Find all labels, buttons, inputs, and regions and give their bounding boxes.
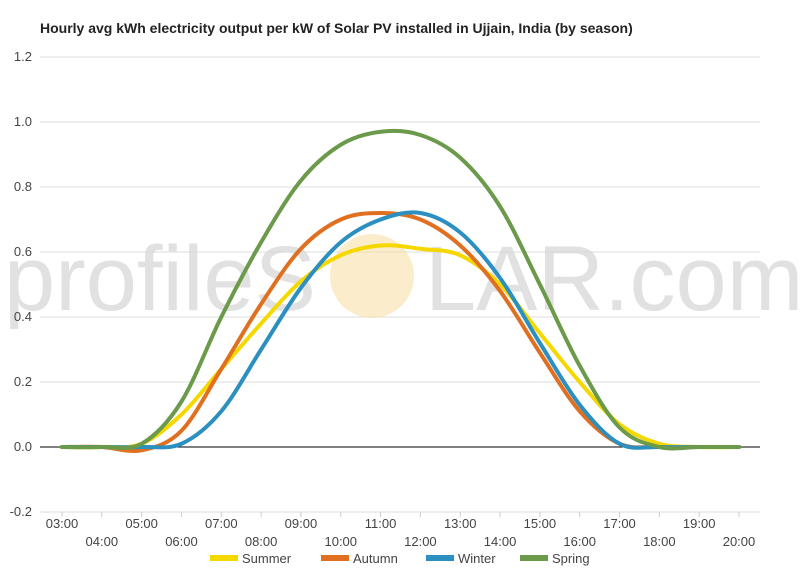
x-tick-label: 06:00: [165, 534, 198, 549]
series-line-winter: [60, 210, 741, 450]
legend-swatch-winter: [426, 555, 454, 561]
legend: Summer Autumn Winter Spring: [210, 551, 590, 566]
y-tick-label: 0.6: [14, 244, 32, 259]
x-tick-label: 16:00: [563, 534, 596, 549]
series-lines: [60, 128, 741, 453]
gridlines: [40, 56, 760, 513]
x-tick-label: 11:00: [365, 516, 397, 531]
x-tick-label: 03:00: [46, 516, 79, 531]
legend-label-autumn: Autumn: [353, 551, 398, 566]
legend-swatch-spring: [520, 555, 548, 561]
x-tick-label: 17:00: [603, 516, 636, 531]
watermark: profileS LAR.com: [4, 228, 800, 330]
watermark-sun-icon: [330, 234, 414, 318]
legend-swatch-summer: [210, 555, 238, 561]
y-tick-label: 0.8: [14, 179, 32, 194]
series-line-spring: [60, 128, 741, 451]
x-tick-label: 09:00: [285, 516, 318, 531]
x-tick-label: 07:00: [205, 516, 238, 531]
legend-label-winter: Winter: [458, 551, 496, 566]
chart-title: Hourly avg kWh electricity output per kW…: [40, 20, 633, 36]
legend-swatch-autumn: [321, 555, 349, 561]
x-tick-label: 14:00: [484, 534, 517, 549]
x-tick-label: 08:00: [245, 534, 278, 549]
y-tick-label: 0.0: [14, 439, 32, 454]
x-tick-label: 20:00: [723, 534, 756, 549]
x-tick-label: 13:00: [444, 516, 477, 531]
watermark-left: profileS: [4, 228, 316, 330]
y-tick-label: 0.2: [14, 374, 32, 389]
x-tick-label: 05:00: [125, 516, 158, 531]
x-tick-label: 12:00: [404, 534, 437, 549]
legend-label-spring: Spring: [552, 551, 590, 566]
watermark-right: LAR.com: [425, 228, 800, 330]
series-line-summer: [60, 243, 741, 450]
x-tick-label: 04:00: [86, 534, 119, 549]
y-tick-label: 1.2: [14, 49, 32, 64]
x-tick-label: 15:00: [524, 516, 557, 531]
x-tick-label: 18:00: [643, 534, 676, 549]
y-tick-label: -0.2: [10, 504, 32, 519]
x-tick-label: 10:00: [324, 534, 357, 549]
x-tick-label: 19:00: [683, 516, 716, 531]
legend-label-summer: Summer: [242, 551, 292, 566]
y-tick-label: 1.0: [14, 114, 32, 129]
y-tick-label: 0.4: [14, 309, 32, 324]
